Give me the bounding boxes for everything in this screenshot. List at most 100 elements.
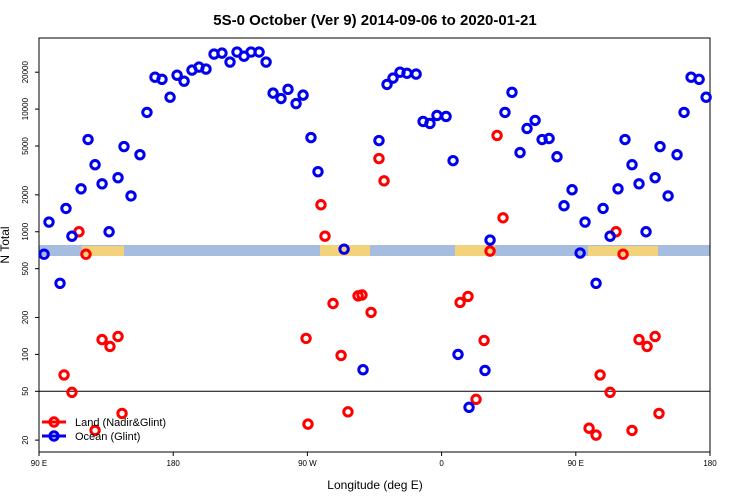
data-point <box>671 148 683 161</box>
data-point <box>529 114 541 127</box>
data-point <box>566 184 578 196</box>
x-tick-label: 180 <box>703 459 717 468</box>
y-tick-label: 50 <box>21 386 30 395</box>
data-point <box>104 340 116 353</box>
data-point <box>387 72 399 84</box>
data-point <box>491 129 503 142</box>
data-point <box>551 151 563 163</box>
data-point <box>597 202 609 215</box>
data-point <box>440 110 452 123</box>
data-point <box>678 106 690 119</box>
data-point <box>38 248 50 260</box>
data-point <box>612 183 624 195</box>
data-point <box>410 68 422 80</box>
data-point <box>381 78 393 91</box>
y-tick-label: 100 <box>21 347 30 361</box>
data-point <box>558 200 570 212</box>
data-point <box>654 140 666 153</box>
data-point <box>649 330 661 343</box>
data-point <box>452 348 464 361</box>
data-point <box>431 109 443 122</box>
data-point <box>297 89 309 101</box>
data-point <box>693 73 705 85</box>
data-point <box>497 212 509 224</box>
x-tick-label: 90 E <box>568 459 584 468</box>
data-point <box>338 243 350 255</box>
data-point <box>80 248 92 260</box>
data-point <box>82 133 94 146</box>
y-tick-label: 1000 <box>21 222 30 240</box>
data-point <box>619 133 631 146</box>
data-point <box>633 333 645 346</box>
y-tick-label: 20000 <box>21 61 30 84</box>
legend-label: Land (Nadir&Glint) <box>75 417 166 429</box>
data-point <box>178 75 190 87</box>
data-point <box>700 91 712 103</box>
data-point <box>499 106 511 119</box>
map-strip <box>39 245 710 256</box>
data-point <box>58 369 70 381</box>
data-point <box>617 248 629 260</box>
data-point <box>662 190 674 202</box>
data-point <box>312 165 324 178</box>
data-point <box>260 56 272 68</box>
data-point <box>463 401 475 414</box>
data-point <box>373 134 385 147</box>
land-patch <box>82 246 124 256</box>
data-point <box>356 289 368 301</box>
data-point <box>579 216 591 228</box>
ocean-band <box>39 245 710 256</box>
data-point <box>514 146 526 159</box>
plot-frame <box>38 37 711 453</box>
data-point <box>60 202 72 215</box>
legend-marker <box>48 416 60 428</box>
y-tick-label: 20 <box>21 435 30 444</box>
data-point <box>96 178 108 190</box>
data-point <box>484 234 496 246</box>
data-point <box>590 277 602 289</box>
data-point <box>300 332 312 345</box>
data-point <box>267 87 279 99</box>
data-point <box>653 407 665 420</box>
data-point <box>302 418 314 430</box>
data-point <box>626 424 638 437</box>
data-point <box>66 386 78 399</box>
data-point <box>96 333 108 346</box>
data-point <box>103 226 115 238</box>
data-point <box>327 297 339 310</box>
data-point <box>134 148 146 161</box>
land-patch <box>455 245 495 256</box>
data-point <box>171 69 183 81</box>
data-point <box>574 247 586 259</box>
data-point <box>89 159 101 171</box>
data-point <box>290 97 302 110</box>
data-point <box>125 190 137 202</box>
data-point <box>305 131 317 144</box>
data-point <box>604 386 616 399</box>
x-tick-label: 0 <box>439 459 444 468</box>
data-point <box>604 230 616 242</box>
data-point <box>253 46 265 58</box>
data-point <box>141 106 153 119</box>
data-point <box>626 159 638 171</box>
land-patch <box>320 245 370 256</box>
data-point <box>521 122 533 135</box>
data-point <box>112 171 124 184</box>
data-point <box>54 277 66 289</box>
data-point <box>447 154 459 167</box>
data-point <box>484 245 496 257</box>
data-point <box>506 86 518 99</box>
x-tick-label: 180 <box>167 459 181 468</box>
data-point <box>590 429 602 441</box>
data-point <box>583 422 595 434</box>
data-point <box>112 330 124 343</box>
data-point <box>594 369 606 381</box>
y-tick-label: 10000 <box>21 97 30 120</box>
data-point <box>378 175 390 187</box>
data-point <box>365 306 377 319</box>
data-point <box>462 290 474 303</box>
x-axis-label: Longitude (deg E) <box>327 478 422 492</box>
data-point <box>116 407 128 420</box>
data-point <box>649 171 661 184</box>
